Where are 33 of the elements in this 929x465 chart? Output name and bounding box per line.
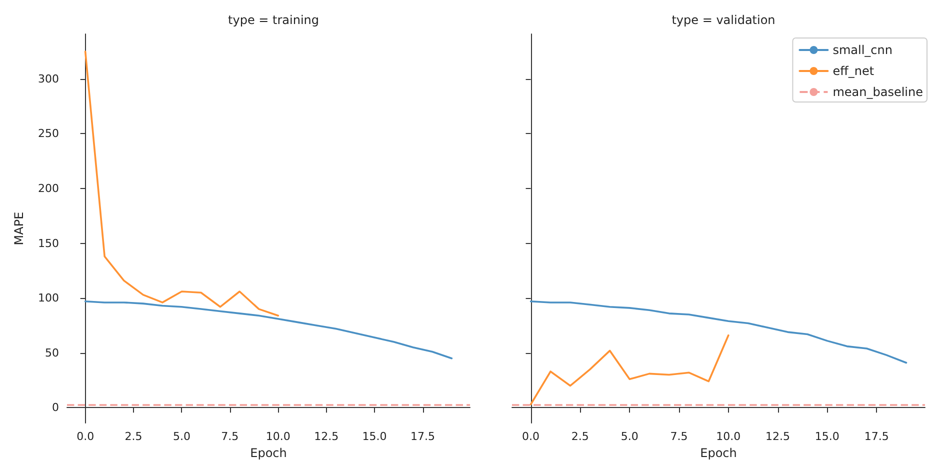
line-series — [84, 50, 280, 317]
x-axis-title: Epoch — [250, 446, 287, 460]
line-series — [84, 300, 453, 360]
chart-title: type = validation — [672, 13, 776, 27]
y-tick-label: 150 — [38, 236, 59, 250]
y-tick-label: 300 — [38, 72, 59, 86]
y-tick-label: 250 — [38, 127, 59, 140]
x-tick-label: 12.5 — [314, 430, 339, 443]
x-tick-label: 17.5 — [864, 430, 889, 443]
y-axis-title: MAPE — [12, 212, 26, 246]
x-tick-label: 0.0 — [522, 430, 540, 443]
y-tick-label: 100 — [38, 292, 59, 305]
x-tick-label: 5.0 — [620, 430, 638, 443]
x-tick-label: 15.0 — [814, 430, 840, 443]
legend-label: small_cnn — [832, 43, 892, 57]
x-tick-label: 7.5 — [670, 430, 688, 443]
x-tick-label: 10.0 — [266, 430, 290, 443]
x-tick-label: 5.0 — [172, 430, 190, 443]
x-tick-label: 10.0 — [716, 430, 741, 443]
chart-title: type = training — [228, 13, 319, 27]
x-tick-label: 2.5 — [124, 430, 142, 443]
x-axis-title: Epoch — [700, 446, 737, 460]
x-tick-label: 0.0 — [76, 430, 94, 443]
legend-label: eff_net — [832, 64, 874, 78]
y-tick-label: 0 — [52, 401, 59, 414]
x-tick-label: 2.5 — [571, 430, 589, 443]
x-tick-label: 15.0 — [362, 430, 387, 443]
legend-label: mean_baseline — [832, 85, 924, 99]
x-tick-label: 17.5 — [410, 430, 436, 443]
x-tick-label: 7.5 — [221, 430, 239, 443]
y-tick-label: 50 — [45, 346, 59, 360]
y-tick-label: 200 — [38, 182, 59, 196]
x-tick-label: 12.5 — [766, 430, 790, 443]
